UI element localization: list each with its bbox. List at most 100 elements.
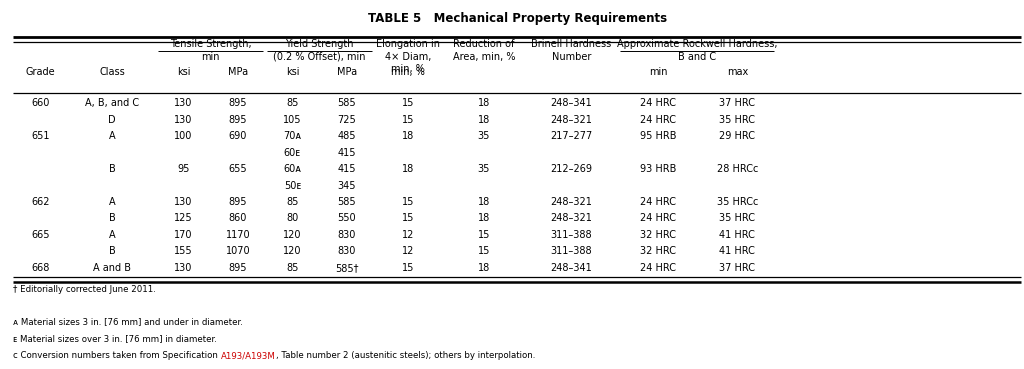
Text: A: A (109, 197, 116, 207)
Text: 130: 130 (174, 197, 193, 207)
Text: 50ᴇ: 50ᴇ (284, 180, 301, 191)
Text: B: B (109, 164, 116, 174)
Text: 248–321: 248–321 (551, 115, 593, 125)
Text: 415: 415 (338, 164, 356, 174)
Text: 125: 125 (174, 214, 193, 224)
Text: 29 HRC: 29 HRC (719, 131, 756, 141)
Text: 248–341: 248–341 (551, 99, 593, 108)
Text: 15: 15 (402, 263, 415, 273)
Text: 585: 585 (338, 99, 356, 108)
Text: max: max (727, 67, 748, 77)
Text: 130: 130 (174, 263, 193, 273)
Text: 35 HRCᴄ: 35 HRCᴄ (717, 197, 758, 207)
Text: 60ᴇ: 60ᴇ (284, 148, 301, 158)
Text: 155: 155 (174, 246, 193, 256)
Text: 95 HRB: 95 HRB (640, 131, 677, 141)
Text: 15: 15 (477, 246, 490, 256)
Text: Class: Class (99, 67, 125, 77)
Text: 32 HRC: 32 HRC (640, 230, 676, 240)
Text: 668: 668 (32, 263, 50, 273)
Text: 15: 15 (402, 115, 415, 125)
Text: 217–277: 217–277 (551, 131, 593, 141)
Text: 41 HRC: 41 HRC (719, 246, 756, 256)
Text: Elongation in
4× Diam,
min, %: Elongation in 4× Diam, min, % (376, 39, 440, 74)
Text: 18: 18 (402, 131, 415, 141)
Text: 830: 830 (338, 230, 356, 240)
Text: 35: 35 (477, 164, 490, 174)
Text: ksi: ksi (177, 67, 190, 77)
Text: 585: 585 (338, 197, 356, 207)
Text: 655: 655 (228, 164, 248, 174)
Text: 345: 345 (338, 180, 356, 191)
Text: 170: 170 (174, 230, 193, 240)
Text: 15: 15 (402, 214, 415, 224)
Text: MPa: MPa (228, 67, 248, 77)
Text: 120: 120 (284, 246, 302, 256)
Text: A: A (109, 131, 116, 141)
Text: 651: 651 (32, 131, 50, 141)
Text: min, %: min, % (391, 67, 425, 77)
Text: 130: 130 (174, 115, 193, 125)
Text: 100: 100 (174, 131, 193, 141)
Text: 660: 660 (32, 99, 50, 108)
Text: ᴇ Material sizes over 3 in. [76 mm] in diameter.: ᴇ Material sizes over 3 in. [76 mm] in d… (13, 334, 217, 343)
Text: 28 HRCᴄ: 28 HRCᴄ (717, 164, 758, 174)
Text: 18: 18 (478, 214, 490, 224)
Text: 248–321: 248–321 (551, 197, 593, 207)
Text: 24 HRC: 24 HRC (640, 214, 676, 224)
Text: 550: 550 (338, 214, 356, 224)
Text: 93 HRB: 93 HRB (640, 164, 677, 174)
Text: B: B (109, 246, 116, 256)
Text: 18: 18 (402, 164, 415, 174)
Text: † Editorially corrected June 2011.: † Editorially corrected June 2011. (13, 285, 157, 294)
Text: D: D (109, 115, 116, 125)
Text: 662: 662 (32, 197, 50, 207)
Text: 35: 35 (477, 131, 490, 141)
Text: A193/A193M: A193/A193M (221, 351, 275, 360)
Text: 311–388: 311–388 (551, 246, 592, 256)
Text: 1170: 1170 (225, 230, 250, 240)
Text: 70ᴀ: 70ᴀ (284, 131, 301, 141)
Text: 24 HRC: 24 HRC (640, 99, 676, 108)
Text: 895: 895 (228, 263, 247, 273)
Text: 415: 415 (338, 148, 356, 158)
Text: 895: 895 (228, 115, 247, 125)
Text: 18: 18 (478, 263, 490, 273)
Text: 1070: 1070 (225, 246, 250, 256)
Text: 35 HRC: 35 HRC (719, 214, 756, 224)
Text: 35 HRC: 35 HRC (719, 115, 756, 125)
Text: ᴄ Conversion numbers taken from Specification: ᴄ Conversion numbers taken from Specific… (13, 351, 221, 360)
Text: 860: 860 (228, 214, 247, 224)
Text: 24 HRC: 24 HRC (640, 263, 676, 273)
Text: Grade: Grade (26, 67, 55, 77)
Text: 18: 18 (478, 115, 490, 125)
Text: TABLE 5   Mechanical Property Requirements: TABLE 5 Mechanical Property Requirements (368, 12, 667, 25)
Text: 60ᴀ: 60ᴀ (284, 164, 301, 174)
Text: 120: 120 (284, 230, 302, 240)
Text: B: B (109, 214, 116, 224)
Text: 585†: 585† (335, 263, 358, 273)
Text: 130: 130 (174, 99, 193, 108)
Text: 95: 95 (177, 164, 189, 174)
Text: 830: 830 (338, 246, 356, 256)
Text: 37 HRC: 37 HRC (719, 99, 756, 108)
Text: 80: 80 (287, 214, 299, 224)
Text: 18: 18 (478, 197, 490, 207)
Text: Reduction of
Area, min, %: Reduction of Area, min, % (453, 39, 515, 62)
Text: 311–388: 311–388 (551, 230, 592, 240)
Text: 12: 12 (402, 230, 415, 240)
Text: Tensile Strength,
min: Tensile Strength, min (170, 39, 252, 62)
Text: 15: 15 (402, 197, 415, 207)
Text: Approximate Rockwell Hardness,
B and C: Approximate Rockwell Hardness, B and C (616, 39, 777, 62)
Text: 85: 85 (287, 99, 299, 108)
Text: 665: 665 (32, 230, 50, 240)
Text: min: min (649, 67, 668, 77)
Text: 85: 85 (287, 197, 299, 207)
Text: A, B, and C: A, B, and C (85, 99, 139, 108)
Text: 212–269: 212–269 (551, 164, 593, 174)
Text: 32 HRC: 32 HRC (640, 246, 676, 256)
Text: ᴀ Material sizes 3 in. [76 mm] and under in diameter.: ᴀ Material sizes 3 in. [76 mm] and under… (13, 317, 243, 326)
Text: 37 HRC: 37 HRC (719, 263, 756, 273)
Text: 105: 105 (284, 115, 302, 125)
Text: 895: 895 (228, 99, 247, 108)
